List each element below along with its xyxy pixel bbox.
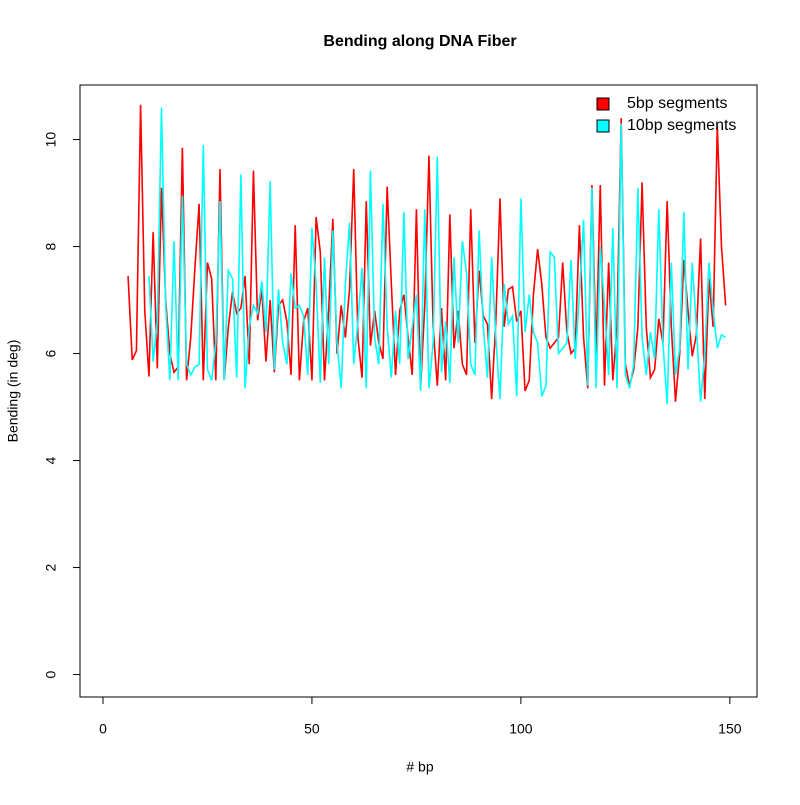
y-tick-label: 10 xyxy=(43,132,59,148)
y-tick-label: 4 xyxy=(43,456,59,464)
x-tick-label: 0 xyxy=(99,721,107,737)
legend-label: 10bp segments xyxy=(627,117,736,134)
series-line xyxy=(127,104,727,402)
legend-swatch xyxy=(596,97,610,111)
y-axis-label: Bending (in deg) xyxy=(5,340,21,443)
y-tick-label: 0 xyxy=(43,670,59,678)
legend-swatch xyxy=(596,119,610,133)
y-tick-label: 2 xyxy=(43,563,59,571)
series-line xyxy=(148,107,727,405)
plot-frame xyxy=(79,84,758,698)
legend-label: 5bp segments xyxy=(627,95,728,112)
x-tick-label: 100 xyxy=(509,721,533,737)
x-tick-label: 50 xyxy=(304,721,320,737)
y-tick-label: 8 xyxy=(43,242,59,250)
x-tick-label: 150 xyxy=(718,721,742,737)
chart-title: Bending along DNA Fiber xyxy=(323,33,516,50)
y-tick-label: 6 xyxy=(43,349,59,357)
x-axis-label: # bp xyxy=(406,759,433,775)
